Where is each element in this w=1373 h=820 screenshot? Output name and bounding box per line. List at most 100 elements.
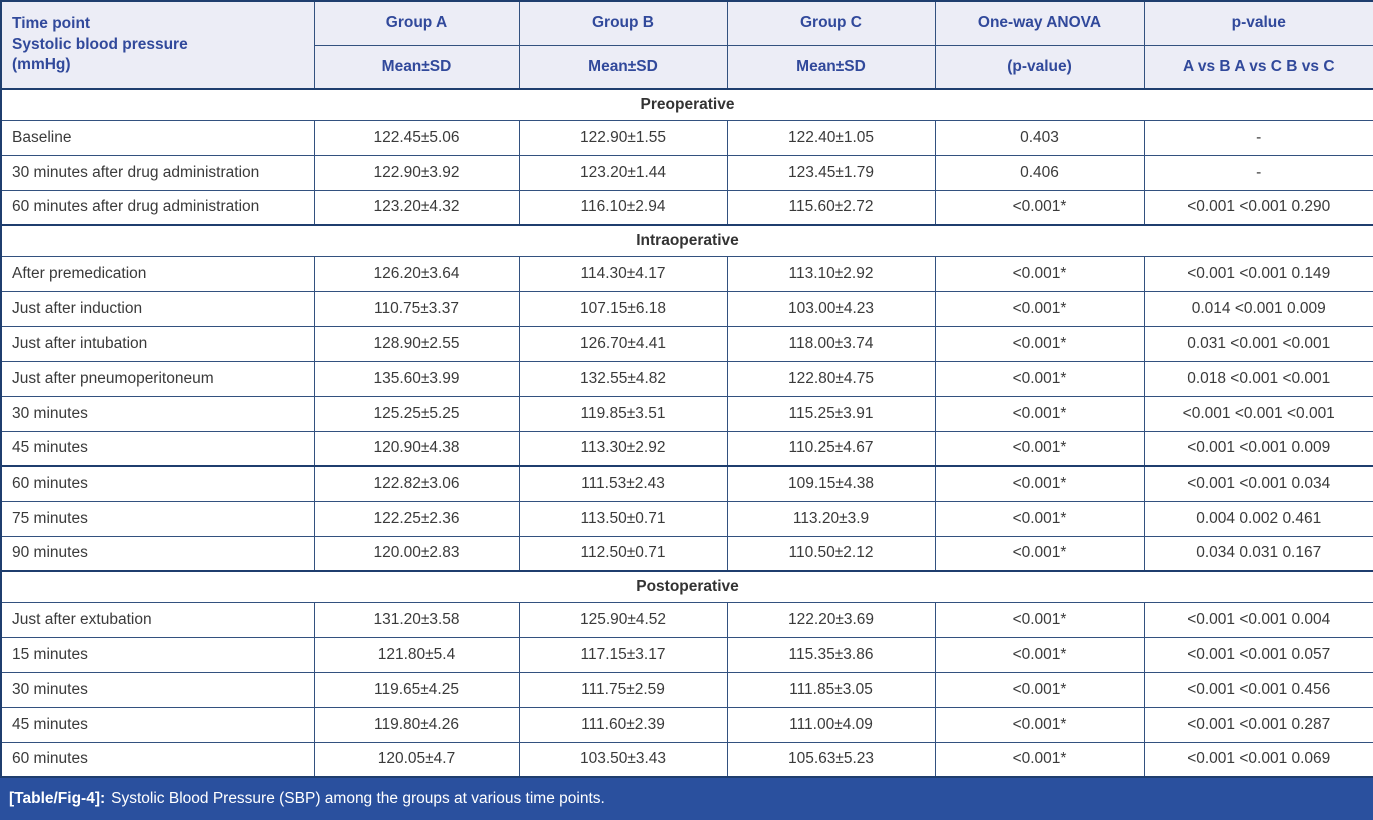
cell-group-c: 115.25±3.91 <box>726 395 936 432</box>
cell-time: 60 minutes <box>0 465 315 502</box>
cell-time: Just after induction <box>0 290 315 327</box>
cell-pairwise: <0.001 <0.001 0.290 <box>1143 189 1373 226</box>
cell-anova: 0.406 <box>934 154 1145 191</box>
cell-group-c: 118.00±3.74 <box>726 325 936 362</box>
section-title: Postoperative <box>0 570 1373 603</box>
sbp-table: Time point Systolic blood pressure (mmHg… <box>0 0 1373 778</box>
cell-group-a: 120.05±4.7 <box>313 741 520 778</box>
cell-pairwise: 0.031 <0.001 <0.001 <box>1143 325 1373 362</box>
cell-time: Just after intubation <box>0 325 315 362</box>
cell-time: Baseline <box>0 119 315 156</box>
header-row-groups: Time point Systolic blood pressure (mmHg… <box>0 0 1373 90</box>
table-row: 45 minutes 120.90±4.38 113.30±2.92 110.25±4… <box>0 430 1373 467</box>
cell-anova: <0.001* <box>934 601 1145 638</box>
subheader-group-b: Mean±SD <box>518 44 728 90</box>
cell-group-a: 122.82±3.06 <box>313 465 520 502</box>
cell-time: Just after extubation <box>0 601 315 638</box>
cell-group-a: 120.90±4.38 <box>313 430 520 467</box>
cell-time: 60 minutes <box>0 741 315 778</box>
cell-group-c: 115.60±2.72 <box>726 189 936 226</box>
cell-pairwise: 0.014 <0.001 0.009 <box>1143 290 1373 327</box>
table-row: Just after extubation 131.20±3.58 125.90±4… <box>0 601 1373 638</box>
cell-time: 90 minutes <box>0 535 315 572</box>
corner-header-line: Time point <box>12 15 91 33</box>
cell-time: 15 minutes <box>0 636 315 673</box>
table-row: 45 minutes 119.80±4.26 111.60±2.39 111.00±4… <box>0 706 1373 743</box>
cell-group-b: 126.70±4.41 <box>518 325 728 362</box>
cell-group-a: 121.80±5.4 <box>313 636 520 673</box>
cell-time: 45 minutes <box>0 706 315 743</box>
cell-pairwise: <0.001 <0.001 0.456 <box>1143 671 1373 708</box>
cell-pairwise: <0.001 <0.001 0.034 <box>1143 465 1373 502</box>
cell-pairwise: 0.034 0.031 0.167 <box>1143 535 1373 572</box>
cell-time: 45 minutes <box>0 430 315 467</box>
section-title: Preoperative <box>0 88 1373 121</box>
cell-group-c: 122.40±1.05 <box>726 119 936 156</box>
cell-anova: <0.001* <box>934 395 1145 432</box>
table-row: Just after intubation 128.90±2.55 126.70±4… <box>0 325 1373 362</box>
cell-group-c: 110.25±4.67 <box>726 430 936 467</box>
table-row: Just after induction 110.75±3.37 107.15±6.… <box>0 290 1373 327</box>
cell-anova: <0.001* <box>934 255 1145 292</box>
figure-caption: [Table/Fig-4]: Systolic Blood Pressure (… <box>0 778 1373 820</box>
cell-anova: 0.403 <box>934 119 1145 156</box>
cell-time: 30 minutes after drug administration <box>0 154 315 191</box>
cell-group-c: 123.45±1.79 <box>726 154 936 191</box>
cell-group-c: 105.63±5.23 <box>726 741 936 778</box>
table-row: Baseline 122.45±5.06 122.90±1.55 122.40±1.0… <box>0 119 1373 156</box>
table-row: Just after pneumoperitoneum 135.60±3.99 13… <box>0 360 1373 397</box>
table-body: Preoperative Baseline 122.45±5.06 122.90±1.… <box>0 88 1373 778</box>
cell-anova: <0.001* <box>934 535 1145 572</box>
cell-anova: <0.001* <box>934 706 1145 743</box>
cell-pairwise: <0.001 <0.001 0.069 <box>1143 741 1373 778</box>
cell-group-a: 119.80±4.26 <box>313 706 520 743</box>
cell-anova: <0.001* <box>934 325 1145 362</box>
cell-pairwise: <0.001 <0.001 0.287 <box>1143 706 1373 743</box>
cell-group-c: 111.85±3.05 <box>726 671 936 708</box>
subheader-pvalue: A vs B A vs C B vs C <box>1143 44 1373 90</box>
cell-pairwise: - <box>1143 154 1373 191</box>
column-header-anova: One-way ANOVA <box>934 0 1145 46</box>
cell-anova: <0.001* <box>934 360 1145 397</box>
cell-group-b: 111.75±2.59 <box>518 671 728 708</box>
table-header: Time point Systolic blood pressure (mmHg… <box>0 0 1373 90</box>
cell-group-a: 122.45±5.06 <box>313 119 520 156</box>
cell-pairwise: - <box>1143 119 1373 156</box>
cell-anova: <0.001* <box>934 671 1145 708</box>
cell-group-c: 111.00±4.09 <box>726 706 936 743</box>
cell-group-a: 122.25±2.36 <box>313 500 520 537</box>
cell-group-b: 112.50±0.71 <box>518 535 728 572</box>
section-title: Intraoperative <box>0 224 1373 257</box>
cell-group-c: 110.50±2.12 <box>726 535 936 572</box>
cell-pairwise: <0.001 <0.001 <0.001 <box>1143 395 1373 432</box>
cell-group-a: 135.60±3.99 <box>313 360 520 397</box>
cell-time: 75 minutes <box>0 500 315 537</box>
cell-group-b: 107.15±6.18 <box>518 290 728 327</box>
corner-header-line: (mmHg) <box>12 56 71 74</box>
cell-time: 30 minutes <box>0 395 315 432</box>
cell-time: Just after pneumoperitoneum <box>0 360 315 397</box>
cell-group-c: 109.15±4.38 <box>726 465 936 502</box>
corner-header-cell: Time point Systolic blood pressure (mmHg… <box>0 0 315 90</box>
cell-anova: <0.001* <box>934 465 1145 502</box>
column-header-pvalue: p-value <box>1143 0 1373 46</box>
cell-anova: <0.001* <box>934 741 1145 778</box>
subheader-group-c: Mean±SD <box>726 44 936 90</box>
cell-group-c: 113.10±2.92 <box>726 255 936 292</box>
cell-group-b: 117.15±3.17 <box>518 636 728 673</box>
cell-group-b: 103.50±3.43 <box>518 741 728 778</box>
cell-group-a: 110.75±3.37 <box>313 290 520 327</box>
cell-group-c: 115.35±3.86 <box>726 636 936 673</box>
table-row: 60 minutes after drug administration 123.… <box>0 189 1373 226</box>
table-row: 30 minutes 125.25±5.25 119.85±3.51 115.25±3… <box>0 395 1373 432</box>
table-row: 75 minutes 122.25±2.36 113.50±0.71 113.20±3… <box>0 500 1373 537</box>
cell-group-b: 123.20±1.44 <box>518 154 728 191</box>
cell-pairwise: <0.001 <0.001 0.009 <box>1143 430 1373 467</box>
cell-group-a: 123.20±4.32 <box>313 189 520 226</box>
column-header-group-b: Group B <box>518 0 728 46</box>
column-header-group-c: Group C <box>726 0 936 46</box>
section-header-row: Intraoperative <box>0 224 1373 257</box>
cell-group-b: 111.60±2.39 <box>518 706 728 743</box>
subheader-group-a: Mean±SD <box>313 44 520 90</box>
cell-group-c: 122.20±3.69 <box>726 601 936 638</box>
